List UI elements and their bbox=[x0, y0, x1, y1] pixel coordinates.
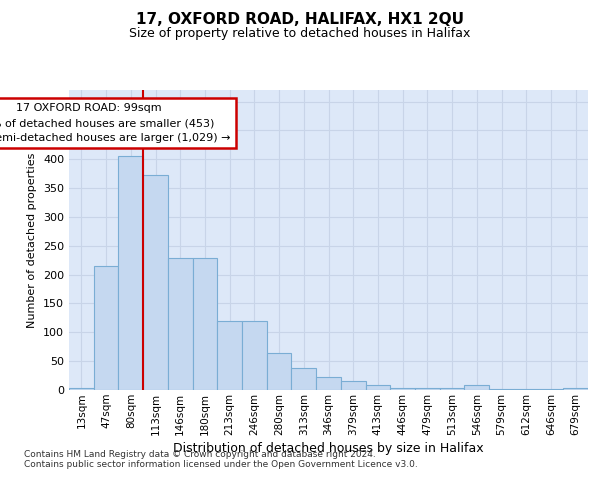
Bar bbox=[440, 388, 464, 390]
Bar bbox=[242, 322, 267, 390]
Text: Contains HM Land Registry data © Crown copyright and database right 2024.
Contai: Contains HM Land Registry data © Crown c… bbox=[24, 450, 418, 469]
Bar bbox=[390, 388, 415, 390]
Bar bbox=[292, 368, 316, 390]
X-axis label: Distribution of detached houses by size in Halifax: Distribution of detached houses by size … bbox=[173, 442, 484, 455]
Text: Size of property relative to detached houses in Halifax: Size of property relative to detached ho… bbox=[130, 28, 470, 40]
Bar bbox=[514, 389, 539, 390]
Bar bbox=[341, 382, 365, 390]
Bar bbox=[267, 353, 292, 390]
Bar bbox=[193, 258, 217, 390]
Bar bbox=[94, 266, 118, 390]
Bar bbox=[69, 388, 94, 390]
Bar bbox=[539, 389, 563, 390]
Bar bbox=[316, 378, 341, 390]
Y-axis label: Number of detached properties: Number of detached properties bbox=[28, 152, 37, 328]
Bar bbox=[143, 176, 168, 390]
Bar bbox=[365, 386, 390, 390]
Bar bbox=[217, 322, 242, 390]
Bar bbox=[415, 388, 440, 390]
Bar bbox=[464, 386, 489, 390]
Text: 17, OXFORD ROAD, HALIFAX, HX1 2QU: 17, OXFORD ROAD, HALIFAX, HX1 2QU bbox=[136, 12, 464, 28]
Bar bbox=[563, 388, 588, 390]
Bar bbox=[489, 389, 514, 390]
Bar bbox=[118, 156, 143, 390]
Text: 17 OXFORD ROAD: 99sqm
← 31% of detached houses are smaller (453)
69% of semi-det: 17 OXFORD ROAD: 99sqm ← 31% of detached … bbox=[0, 104, 230, 143]
Bar bbox=[168, 258, 193, 390]
